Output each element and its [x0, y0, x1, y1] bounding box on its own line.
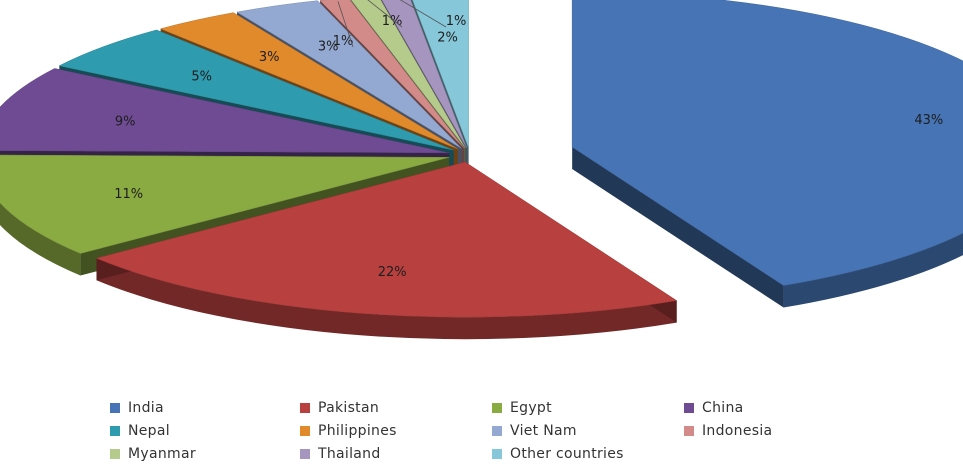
- slice-label-nepal: 5%: [191, 70, 212, 85]
- slice-label-myanmar: 1%: [382, 14, 403, 29]
- slice-philippines: [159, 12, 458, 150]
- slice-label-thailand: 1%: [446, 14, 467, 29]
- legend-swatch: [300, 425, 310, 436]
- legend-swatch: [492, 402, 502, 413]
- legend-label: Philippines: [318, 422, 397, 439]
- legend-swatch: [300, 402, 310, 413]
- slice-wall-india-1: [572, 146, 784, 308]
- legend-item-pakistan: Pakistan: [300, 398, 492, 417]
- legend-label: India: [128, 399, 164, 416]
- slice-label-egypt: 11%: [114, 187, 143, 202]
- legend-label: Myanmar: [128, 445, 196, 462]
- slice-label-philippines: 3%: [259, 50, 280, 65]
- legend-swatch: [300, 448, 310, 459]
- legend-swatch: [110, 425, 120, 436]
- legend-swatch: [684, 402, 694, 413]
- legend-label: Pakistan: [318, 399, 380, 416]
- legend-swatch: [684, 425, 694, 436]
- slice-egypt: [0, 154, 450, 254]
- slice-label-india: 43%: [914, 113, 943, 128]
- slice-tops: [0, 0, 963, 318]
- slice-myanmar: [351, 0, 466, 149]
- legend-item-philippines: Philippines: [300, 421, 492, 440]
- legend-label: Nepal: [128, 422, 170, 439]
- slice-side-egypt: [0, 202, 81, 276]
- slice-thailand: [381, 0, 467, 148]
- legend-swatch: [492, 448, 502, 459]
- legend-item-myanmar: Myanmar: [110, 444, 300, 463]
- legend-label: Viet Nam: [510, 422, 577, 439]
- legend-item-nepal: Nepal: [110, 421, 300, 440]
- legend-label: Indonesia: [702, 422, 773, 439]
- slice-label-china: 9%: [115, 114, 136, 129]
- slice-label-viet-nam: 3%: [318, 40, 339, 55]
- legend-label: Egypt: [510, 399, 552, 416]
- leader-line-thailand: [399, 0, 447, 28]
- chart-legend: India Pakistan Egypt China Nepal Philippines V…: [110, 398, 910, 463]
- slice-india: [571, 0, 963, 286]
- legend-swatch: [110, 402, 120, 413]
- legend-label: China: [702, 399, 744, 416]
- slice-other-countries: [412, 0, 469, 148]
- leader-line-myanmar: [367, 0, 403, 28]
- legend-item-other-countries: Other countries: [492, 444, 684, 463]
- legend-item-egypt: Egypt: [492, 398, 684, 417]
- slice-china: [0, 68, 450, 154]
- leader-line-indonesia: [337, 1, 354, 48]
- legend-swatch: [492, 425, 502, 436]
- slice-labels: 43%22%11%9%5%3%3%1%1% 1%2%: [114, 0, 943, 280]
- slice-indonesia: [319, 0, 465, 149]
- legend-swatch: [110, 448, 120, 459]
- slice-label-pakistan: 22%: [378, 265, 407, 280]
- slice-nepal: [58, 29, 454, 151]
- legend-item-india: India: [110, 398, 300, 417]
- legend-label: Thailand: [318, 445, 381, 462]
- slice-viet-nam: [236, 0, 462, 149]
- legend-label: Other countries: [510, 445, 624, 462]
- slice-label-other-countries: 2%: [437, 30, 458, 45]
- slice-label-indonesia: 1%: [333, 34, 354, 49]
- legend-item-thailand: Thailand: [300, 444, 492, 463]
- legend-item-china: China: [684, 398, 874, 417]
- slice-side-pakistan: [96, 258, 677, 340]
- slice-pakistan: [95, 161, 678, 318]
- slice-side-india: [783, 233, 963, 308]
- legend-item-viet-nam: Viet Nam: [492, 421, 684, 440]
- legend-item-indonesia: Indonesia: [684, 421, 874, 440]
